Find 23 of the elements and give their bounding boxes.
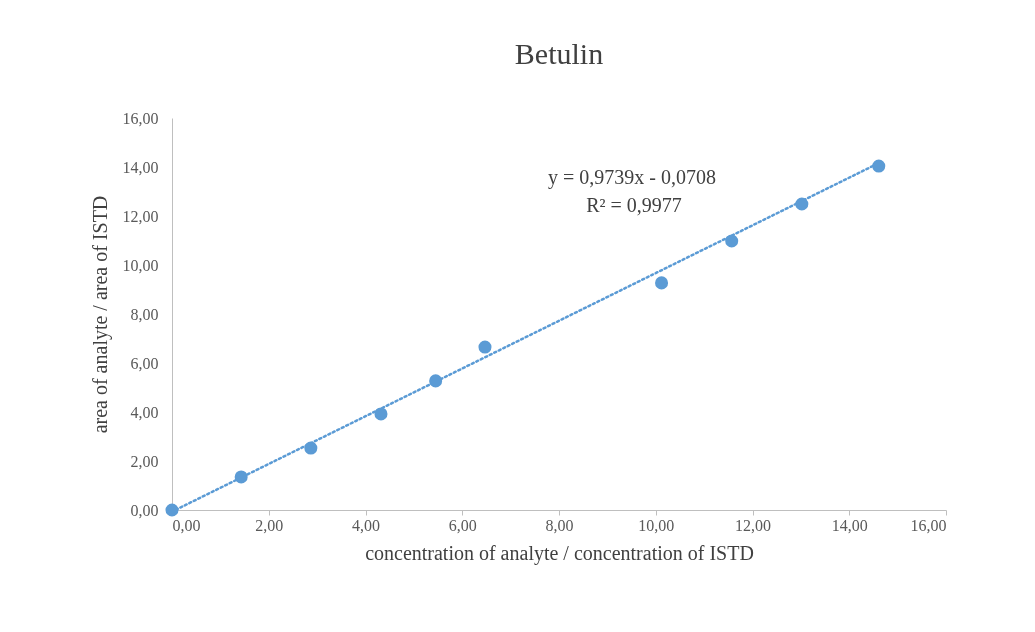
y-tick-label: 12,00	[122, 207, 159, 225]
y-tick-label: 4,00	[130, 403, 159, 421]
x-tick-label: 2,00	[255, 516, 284, 534]
x-axis-title: concentration of analyte / concentration of ISTD	[365, 541, 754, 565]
y-tick-label: 2,00	[130, 452, 159, 470]
y-tick-label: 10,00	[122, 256, 159, 274]
annotation: R² = 0,9977	[586, 194, 682, 216]
chart-title: Betulin	[514, 37, 604, 70]
y-tick-label: 8,00	[130, 305, 159, 323]
y-tick-label: 16,00	[122, 109, 159, 127]
x-tick-label: 14,00	[831, 516, 868, 534]
x-tick-label: 4,00	[352, 516, 380, 534]
x-tick-label: 16,00	[910, 516, 947, 534]
x-tick-label: 12,00	[735, 516, 771, 534]
y-tick-label: 14,00	[122, 158, 159, 176]
y-tick-label: 6,00	[130, 354, 159, 372]
x-tick-label: 8,00	[545, 516, 574, 534]
x-tick-label: 6,00	[448, 516, 477, 534]
y-tick-label: 0,00	[130, 501, 159, 519]
y-axis-title: area of analyte / area of ISTD	[88, 195, 112, 434]
annotation: y = 0,9739x - 0,0708	[548, 166, 716, 189]
x-tick-label: 0,00	[172, 516, 201, 534]
x-tick-label: 10,00	[638, 516, 675, 534]
